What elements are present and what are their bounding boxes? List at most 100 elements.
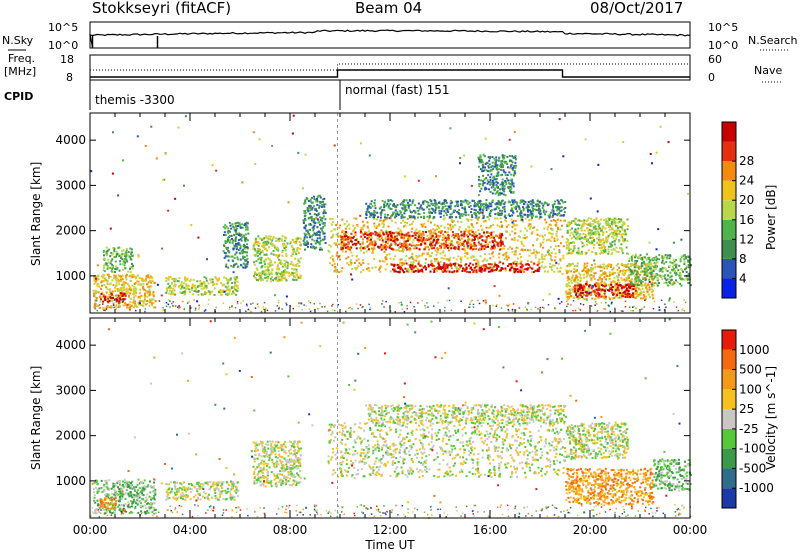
data-cell [477,202,479,205]
data-cell [96,278,99,281]
data-cell [499,241,502,244]
data-cell [359,229,362,232]
data-cell [510,187,513,190]
data-cell [154,300,157,303]
data-cell [116,253,118,256]
data-cell [569,248,572,251]
data-cell [446,244,449,247]
data-cell [223,276,226,279]
data-cell [426,206,429,209]
data-cell [597,225,600,228]
data-cell [246,243,249,246]
data-cell [608,274,611,277]
data-cell [478,216,480,219]
data-cell [118,275,121,278]
data-cell [380,214,383,217]
data-cell [477,204,479,207]
data-cell [446,208,449,210]
data-cell [261,264,264,267]
data-cell [169,287,172,289]
data-cell [429,199,432,201]
data-cell [607,289,609,292]
data-cell [143,295,146,298]
data-cell [313,195,316,198]
data-cell [540,202,543,205]
data-cell [258,242,261,245]
data-cell [134,287,137,290]
data-cell [498,168,501,171]
data-cell [230,255,233,258]
data-cell [479,154,482,157]
data-cell [126,292,128,295]
data-cell [438,202,440,204]
data-cell [94,280,97,283]
data-cell [100,298,102,301]
data-cell [460,237,463,240]
data-cell [303,238,306,241]
data-cell [409,266,412,269]
data-cell [146,295,149,298]
data-cell [520,210,523,213]
data-cell [236,290,239,293]
data-cell [538,205,540,208]
data-cell [103,277,106,280]
data-cell [245,221,248,224]
data-cell [499,202,501,204]
data-cell [459,257,462,260]
data-cell [479,207,482,210]
data-cell [436,235,439,238]
data-cell [498,225,501,228]
data-cell [355,268,358,271]
data-cell [544,218,547,221]
data-cell [391,232,394,234]
data-cell [484,241,487,244]
data-cell [621,279,624,282]
data-cell [109,290,111,293]
data-cell [484,186,487,189]
data-cell [583,244,586,247]
data-cell [642,294,645,296]
data-cell [236,280,239,283]
data-cell [291,267,293,270]
data-cell [405,240,408,243]
data-cell [318,194,321,197]
data-cell [562,219,565,222]
data-cell [367,244,370,247]
data-cell [227,285,230,288]
data-cell [313,239,316,242]
data-cell [373,214,376,217]
data-cell [574,288,577,291]
data-cell [281,277,284,279]
data-cell [494,213,497,216]
data-cell [217,278,220,281]
data-cell [581,292,584,294]
data-cell [474,238,476,241]
data-cell [132,289,135,292]
data-cell [102,249,105,252]
data-cell [532,207,534,210]
data-cell [296,262,299,265]
data-cell [507,224,510,226]
data-cell [637,272,640,275]
data-cell [233,233,236,236]
data-cell [321,238,324,241]
data-cell [532,271,535,274]
data-cell [350,232,353,235]
data-cell [550,219,553,222]
data-cell [401,233,403,236]
data-cell [382,231,385,234]
data-cell [472,255,475,258]
data-cell [129,300,132,303]
data-cell [108,248,111,251]
data-cell [297,275,300,278]
data-cell [481,161,484,164]
data-cell [351,254,354,257]
data-cell [361,238,364,241]
data-cell [637,295,640,298]
data-cell [291,252,294,255]
data-cell [496,202,498,205]
data-cell [549,266,551,268]
data-cell [580,227,583,230]
data-cell [485,265,487,268]
data-cell [552,206,555,209]
